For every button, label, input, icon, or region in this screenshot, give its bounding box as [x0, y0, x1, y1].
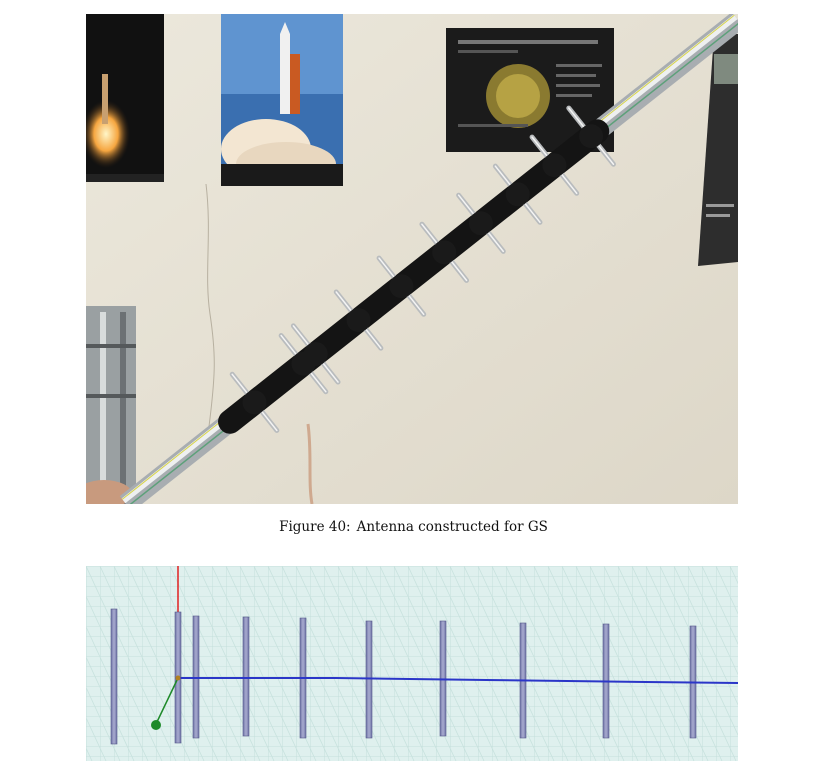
- mesh-line: [141, 566, 233, 761]
- tape-wrap: [542, 153, 567, 178]
- figure-caption-text: Antenna constructed for GS: [356, 519, 548, 535]
- mesh-line: [631, 566, 723, 761]
- mesh-line: [267, 566, 359, 761]
- mesh-line: [407, 566, 499, 761]
- figure-caption: Figure 40: Antenna constructed for GS: [0, 519, 827, 535]
- mesh-line: [505, 566, 597, 761]
- mesh-line: [86, 656, 135, 761]
- mesh-line: [701, 566, 738, 645]
- mesh-line: [491, 566, 583, 761]
- sim-element: [242, 616, 250, 737]
- mesh-line: [421, 566, 513, 761]
- mesh-line: [589, 566, 681, 761]
- mesh-line: [86, 716, 107, 761]
- tape-wrap: [242, 390, 267, 415]
- tape-wrap: [432, 240, 457, 265]
- mesh-line: [211, 566, 303, 761]
- figure-label: Figure 40:: [279, 519, 351, 535]
- mesh-line: [86, 566, 177, 761]
- mesh-line: [127, 566, 219, 761]
- mesh-line: [155, 566, 247, 761]
- tape-wrap: [468, 211, 493, 236]
- feed-point: [151, 675, 181, 730]
- mesh-line: [687, 566, 738, 676]
- mesh-line: [659, 566, 738, 736]
- tape-wrap: [303, 341, 328, 366]
- mesh-line: [547, 566, 639, 761]
- mesh-line: [86, 686, 121, 761]
- hand: [86, 480, 132, 504]
- mesh-line: [463, 566, 555, 761]
- rocket-poster-left: [86, 14, 164, 182]
- mesh-line: [183, 566, 275, 761]
- mesh-line: [281, 566, 373, 761]
- mesh-line: [351, 566, 443, 761]
- mesh-line: [309, 566, 401, 761]
- mesh-line: [239, 566, 331, 761]
- metal-rack: [86, 306, 136, 504]
- mesh-line: [435, 566, 527, 761]
- coax-cable: [306, 423, 314, 504]
- tape-wrap: [505, 182, 530, 207]
- mesh-line: [379, 566, 471, 761]
- black-tape: [218, 119, 610, 434]
- wall-crack: [205, 183, 215, 435]
- mesh-line: [337, 566, 429, 761]
- mesh-line: [253, 566, 345, 761]
- mesh-line: [715, 566, 738, 615]
- sim-element: [110, 608, 118, 745]
- antenna-boom: [119, 14, 738, 504]
- mesh-line: [86, 625, 149, 761]
- antenna-simulation-model: [86, 566, 738, 761]
- mesh-line: [113, 566, 205, 761]
- mesh-line: [603, 566, 695, 761]
- sim-element: [365, 620, 373, 739]
- mesh-line: [673, 566, 738, 706]
- tape-wrap: [579, 124, 604, 149]
- poster-right-edge: [698, 34, 738, 266]
- shuttle-poster: [221, 14, 343, 186]
- mesh-line: [575, 566, 667, 761]
- mesh-line: [519, 566, 611, 761]
- tape-wrap: [389, 274, 414, 299]
- sim-boom: [178, 677, 738, 684]
- antenna-photo: [86, 14, 738, 504]
- tape-wrap: [346, 308, 371, 333]
- mesh-line: [393, 566, 485, 761]
